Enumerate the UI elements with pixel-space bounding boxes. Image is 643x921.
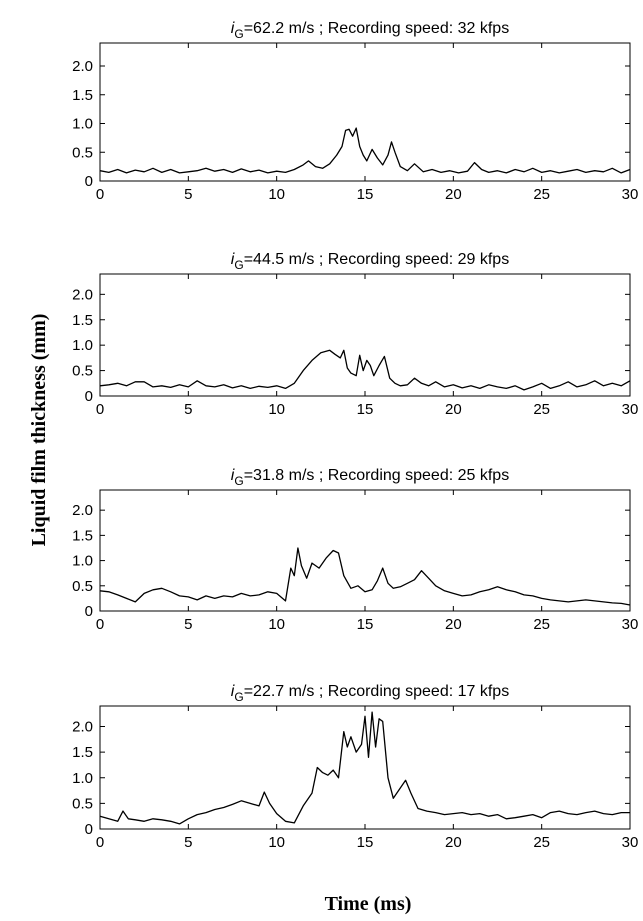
x-tick-label: 10 — [268, 186, 285, 203]
x-tick-label: 15 — [357, 401, 374, 418]
x-tick-label: 0 — [96, 616, 104, 633]
y-tick-label: 0 — [85, 173, 93, 190]
chart-title: iG=44.5 m/s ; Recording speed: 29 kfps — [231, 251, 509, 272]
y-tick-label: 2.0 — [72, 286, 93, 303]
x-tick-label: 0 — [96, 834, 104, 851]
y-tick-label: 1.0 — [72, 116, 93, 133]
x-tick-label: 25 — [533, 834, 550, 851]
plot-frame — [99, 489, 631, 612]
y-tick-label: 1.5 — [72, 312, 93, 329]
y-tick-label: 1.5 — [72, 527, 93, 544]
y-tick-label: 1.5 — [72, 87, 93, 104]
chart-title: iG=22.7 m/s ; Recording speed: 17 kfps — [231, 683, 509, 704]
x-tick-label: 10 — [268, 834, 285, 851]
y-axis-label: Liquid film thickness (mm) — [28, 314, 50, 547]
x-tick-label: 10 — [268, 401, 285, 418]
series-line-1 — [99, 349, 631, 391]
chart-panel-3: iG=31.8 m/s ; Recording speed: 25 kfps 0 5… — [72, 467, 638, 633]
x-tick-label: 0 — [96, 186, 104, 203]
chart-panel-4: iG=22.7 m/s ; Recording speed: 17 kfps 0 5… — [72, 683, 638, 851]
y-tick-label: 1.0 — [72, 553, 93, 570]
chart-title: iG=31.8 m/s ; Recording speed: 25 kfps — [231, 467, 509, 488]
x-tick-label: 20 — [445, 401, 462, 418]
plot-frame — [99, 42, 631, 182]
plot-frame — [99, 705, 631, 830]
series-line-1 — [99, 711, 630, 825]
y-tick-label: 2.0 — [72, 719, 93, 736]
chart-title: iG=62.2 m/s ; Recording speed: 32 kfps — [231, 20, 509, 41]
series-line-1 — [99, 547, 631, 606]
chart-panel-2: iG=44.5 m/s ; Recording speed: 29 kfps 0 5… — [72, 251, 638, 418]
x-tick-label: 30 — [622, 616, 639, 633]
series-line-1 — [99, 127, 631, 174]
y-tick-label: 1.5 — [72, 744, 93, 761]
chart-panel-1: iG=62.2 m/s ; Recording speed: 32 kfps 0 5… — [72, 20, 638, 203]
x-tick-label: 5 — [184, 401, 192, 418]
y-tick-label: 0 — [85, 821, 93, 838]
y-tick-label: 2.0 — [72, 502, 93, 519]
x-tick-label: 30 — [622, 186, 639, 203]
x-tick-label: 25 — [533, 616, 550, 633]
x-tick-label: 0 — [96, 401, 104, 418]
x-tick-label: 5 — [184, 616, 192, 633]
y-tick-label: 2.0 — [72, 58, 93, 75]
x-tick-label: 25 — [533, 401, 550, 418]
y-tick-label: 0.5 — [72, 363, 93, 380]
x-tick-label: 25 — [533, 186, 550, 203]
x-tick-label: 5 — [184, 186, 192, 203]
x-tick-label: 30 — [622, 401, 639, 418]
y-tick-label: 0 — [85, 603, 93, 620]
x-tick-label: 15 — [357, 616, 374, 633]
y-tick-label: 0.5 — [72, 144, 93, 161]
x-tick-label: 10 — [268, 616, 285, 633]
x-tick-label: 20 — [445, 616, 462, 633]
y-tick-label: 0 — [85, 388, 93, 405]
x-tick-label: 15 — [357, 834, 374, 851]
x-axis-label: Time (ms) — [325, 893, 412, 915]
y-tick-label: 1.0 — [72, 770, 93, 787]
x-tick-label: 20 — [445, 186, 462, 203]
y-tick-label: 0.5 — [72, 795, 93, 812]
x-tick-label: 30 — [622, 834, 639, 851]
x-tick-label: 15 — [357, 186, 374, 203]
plot-frame — [99, 273, 631, 397]
y-tick-label: 0.5 — [72, 578, 93, 595]
x-tick-label: 5 — [184, 834, 192, 851]
y-tick-label: 1.0 — [72, 337, 93, 354]
x-tick-label: 20 — [445, 834, 462, 851]
